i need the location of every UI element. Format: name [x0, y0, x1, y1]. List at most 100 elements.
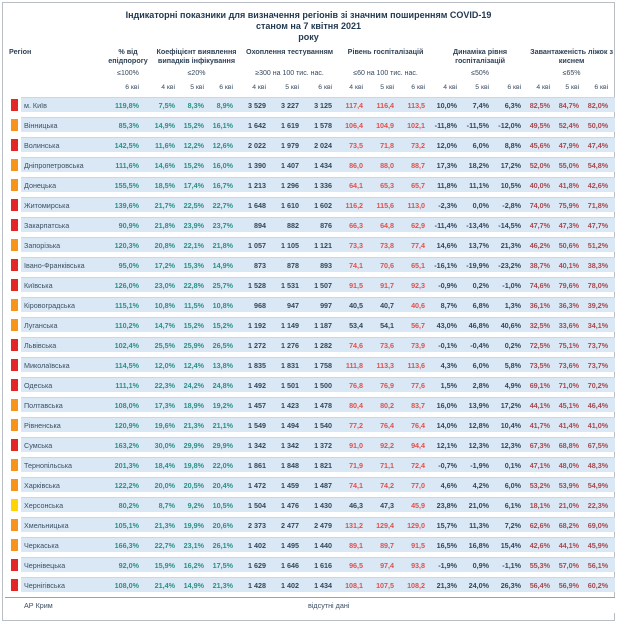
hospitalization-level-value: 40,6 [401, 297, 433, 312]
detection-rate-value: 23,0% [153, 277, 182, 292]
hospitalization-dynamics-value: 16,5% [432, 537, 465, 552]
threshold-dynamics: ≤50% [471, 70, 489, 77]
hospitalization-dynamics-value: -11,5% [464, 117, 497, 132]
oxygen-beds-occupancy-value: 67,5% [586, 437, 616, 452]
hospitalization-level-value: 80,4 [339, 397, 371, 412]
oxygen-beds-occupancy-value: 56,9% [557, 577, 587, 592]
hospitalization-level-value: 91,7 [370, 277, 402, 292]
hospitalization-dynamics-value: 0,2% [496, 337, 529, 352]
report-title: Індикаторні показники для визначення рег… [3, 3, 614, 43]
testing-coverage-value: 1 487 [306, 477, 340, 492]
detection-rate-value: 20,5% [182, 477, 211, 492]
hospitalization-level-value: 89,7 [370, 537, 402, 552]
hospitalization-dynamics-value: 16,8% [464, 537, 497, 552]
detection-rate-value: 21,3% [211, 577, 241, 592]
testing-coverage-value: 997 [306, 297, 340, 312]
hospitalization-dynamics-value: -0,9% [432, 277, 465, 292]
column-header-region: Регіон [9, 48, 32, 56]
red-status-marker-icon [11, 578, 18, 591]
testing-coverage-value: 1 476 [273, 497, 307, 512]
red-status-marker-icon [11, 198, 18, 211]
testing-coverage-value: 1 528 [240, 277, 274, 292]
detection-rate-value: 23,1% [182, 537, 211, 552]
oxygen-beds-occupancy-value: 72,5% [528, 337, 558, 352]
oxygen-beds-occupancy-value: 38,3% [586, 257, 616, 272]
testing-coverage-value: 1 336 [306, 177, 340, 192]
epidemic-threshold-value: 126,0% [103, 277, 153, 292]
oxygen-beds-occupancy-value: 71,0% [557, 377, 587, 392]
oxygen-beds-occupancy-value: 47,3% [557, 217, 587, 232]
hospitalization-dynamics-value: 12,8% [464, 417, 497, 432]
detection-rate-value: 25,9% [182, 337, 211, 352]
oxygen-beds-occupancy-value: 56,4% [528, 577, 558, 592]
region-name: Дніпропетровська [21, 157, 103, 172]
hospitalization-level-value: 113,5 [401, 97, 433, 112]
region-name: Рівненська [21, 417, 103, 432]
date-label: 5 кві [565, 83, 580, 91]
threshold-hospitalization: ≤60 на 100 тис. нас. [353, 70, 418, 77]
table-row: Херсонська 80,2% 8,7% 9,2% 10,5% 1 504 1 476 1 … [5, 497, 616, 512]
oxygen-beds-occupancy-value: 68,2% [557, 517, 587, 532]
oxygen-beds-occupancy-value: 78,0% [586, 277, 616, 292]
region-status-marker-cell [5, 137, 21, 152]
detection-rate-value: 19,8% [182, 457, 211, 472]
hospitalization-dynamics-value: 7,2% [496, 517, 529, 532]
epidemic-threshold-value: 90,9% [103, 217, 153, 232]
detection-rate-value: 13,8% [211, 357, 241, 372]
testing-coverage-value: 1 500 [306, 377, 340, 392]
testing-coverage-value: 1 821 [306, 457, 340, 472]
detection-rate-value: 21,4% [153, 577, 182, 592]
oxygen-beds-occupancy-value: 40,1% [557, 257, 587, 272]
hospitalization-level-value: 77,2 [339, 417, 371, 432]
detection-rate-value: 23,9% [182, 217, 211, 232]
detection-rate-value: 9,2% [182, 497, 211, 512]
hospitalization-level-value: 91,5 [339, 277, 371, 292]
region-status-marker-cell [5, 117, 21, 132]
hospitalization-level-value: 93,8 [401, 557, 433, 572]
testing-coverage-value: 1 407 [273, 157, 307, 172]
testing-coverage-value: 1 372 [306, 437, 340, 452]
oxygen-beds-occupancy-value: 46,4% [586, 397, 616, 412]
testing-coverage-value: 1 495 [273, 537, 307, 552]
region-status-marker-cell [5, 417, 21, 432]
oxygen-beds-occupancy-value: 52,4% [557, 117, 587, 132]
hospitalization-dynamics-value: 12,1% [432, 437, 465, 452]
testing-coverage-value: 2 373 [240, 517, 274, 532]
detection-rate-value: 29,9% [211, 437, 241, 452]
detection-rate-value: 30,0% [153, 437, 182, 452]
hospitalization-dynamics-value: 23,8% [432, 497, 465, 512]
testing-coverage-value: 1 646 [273, 557, 307, 572]
hospitalization-dynamics-value: -0,4% [464, 337, 497, 352]
oxygen-beds-occupancy-value: 74,6% [528, 277, 558, 292]
column-header-detection-rate: Коефіцієнт виявлення випадків інфікуванн… [156, 48, 237, 65]
hospitalization-dynamics-value: -1,1% [496, 557, 529, 572]
oxygen-beds-occupancy-value: 56,1% [586, 557, 616, 572]
epidemic-threshold-value: 122,2% [103, 477, 153, 492]
testing-coverage-value: 1 192 [240, 317, 274, 332]
hospitalization-level-value: 91,0 [339, 437, 371, 452]
hospitalization-dynamics-value: 11,1% [464, 177, 497, 192]
date-label: 5 кві [190, 83, 204, 91]
testing-coverage-value: 1 459 [273, 477, 307, 492]
oxygen-beds-occupancy-value: 42,6% [528, 537, 558, 552]
testing-coverage-value: 1 504 [240, 497, 274, 512]
detection-rate-value: 15,2% [182, 317, 211, 332]
hospitalization-level-value: 92,3 [401, 277, 433, 292]
hospitalization-level-value: 129,0 [401, 517, 433, 532]
hospitalization-dynamics-value: 10,0% [432, 97, 465, 112]
hospitalization-level-value: 108,1 [339, 577, 371, 592]
hospitalization-level-value: 72,4 [401, 457, 433, 472]
detection-rate-value: 15,3% [182, 257, 211, 272]
detection-rate-value: 20,8% [153, 237, 182, 252]
oxygen-beds-occupancy-value: 38,7% [528, 257, 558, 272]
epidemic-threshold-value: 110,2% [103, 317, 153, 332]
region-name: Львівська [21, 337, 103, 352]
testing-coverage-value: 3 227 [273, 97, 307, 112]
testing-coverage-value: 1 296 [273, 177, 307, 192]
testing-coverage-value: 1 494 [273, 417, 307, 432]
detection-rate-value: 11,6% [153, 137, 182, 152]
testing-coverage-value: 1 472 [240, 477, 274, 492]
epidemic-threshold-value: 163,2% [103, 437, 153, 452]
region-name: Черкаська [21, 537, 103, 552]
